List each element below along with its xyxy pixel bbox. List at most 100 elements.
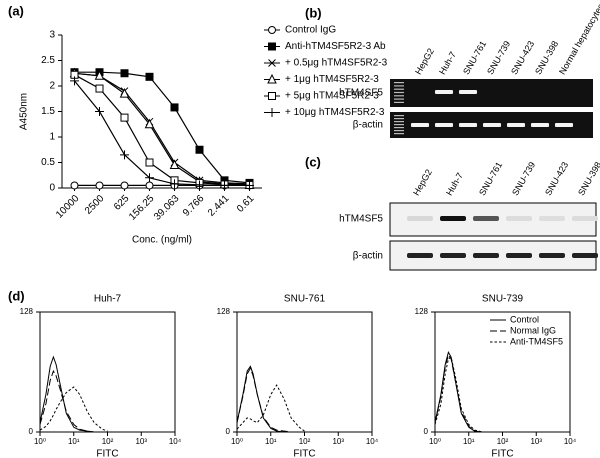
- marker: [144, 118, 155, 129]
- gel-band: [483, 123, 501, 127]
- marker: [268, 26, 276, 34]
- gel-band: [459, 123, 477, 127]
- lane-label: SNU-761: [477, 160, 504, 197]
- marker: [220, 180, 229, 190]
- y-axis-label: A450nm: [19, 93, 30, 130]
- plot-title: SNU-761: [284, 294, 326, 305]
- x-tick-label: 39.063: [152, 193, 182, 223]
- row-label: β-actin: [353, 120, 383, 131]
- blot-band: [473, 253, 499, 258]
- x-tick-label: 10⁴: [366, 437, 379, 446]
- y-tick-label: 0.5: [41, 157, 55, 168]
- legend-label: Control IgG: [285, 25, 336, 36]
- lane-label: SNU-423: [509, 39, 536, 76]
- series-line: [39, 386, 108, 432]
- series-line: [74, 71, 250, 184]
- ladder-band: [394, 88, 404, 90]
- legend-label: + 10μg hTM4SF5R2-3: [285, 107, 385, 118]
- x-tick-label: 10²: [497, 437, 509, 446]
- marker: [70, 76, 79, 86]
- series-line: [74, 74, 250, 186]
- panel-label: (d): [8, 288, 25, 303]
- x-axis-label: FITC: [96, 449, 118, 458]
- marker: [120, 181, 129, 190]
- x-tick-label: 10³: [135, 437, 147, 446]
- gel-band: [435, 90, 453, 94]
- ladder-band: [394, 124, 404, 126]
- x-tick-label: 10⁴: [564, 437, 577, 446]
- series-line: [434, 353, 503, 433]
- lane-label: SNU-423: [543, 160, 570, 197]
- gel-band: [555, 123, 573, 127]
- lane-label: SNU-398: [576, 160, 600, 197]
- x-tick-label: 10⁰: [231, 437, 243, 446]
- x-tick-label: 10³: [332, 437, 344, 446]
- x-axis-label: FITC: [293, 449, 315, 458]
- x-tick-label: 625: [112, 193, 132, 213]
- panel-label: (b): [305, 5, 322, 20]
- ladder-band: [394, 133, 404, 135]
- ladder-band: [394, 85, 404, 87]
- gel-image: [390, 79, 593, 107]
- marker: [267, 73, 277, 84]
- blot-band: [440, 253, 466, 258]
- ladder-band: [394, 101, 404, 103]
- ladder-band: [394, 121, 404, 123]
- lane-label: SNU-761: [461, 39, 488, 76]
- y-tick-label: 0: [49, 183, 55, 194]
- marker: [268, 59, 276, 67]
- marker: [70, 181, 79, 190]
- x-tick-label: 9.766: [181, 193, 207, 219]
- ladder-band: [394, 91, 404, 94]
- lane-label: SNU-398: [533, 39, 560, 76]
- x-tick-label: 10¹: [463, 437, 475, 446]
- marker: [145, 181, 154, 190]
- y-tick-label: 128: [217, 307, 231, 316]
- y-tick-label: 3: [49, 30, 55, 41]
- x-tick-label: 10⁴: [169, 437, 182, 446]
- plot-frame: [39, 311, 176, 433]
- x-tick-label: 0.61: [235, 193, 257, 215]
- marker: [170, 179, 179, 189]
- legend-label: + 1μg hTM4SF5R2-3: [285, 74, 379, 85]
- marker: [95, 84, 104, 93]
- lane-label: SNU-739: [485, 39, 512, 76]
- marker: [119, 88, 130, 98]
- x-tick-label: 10¹: [68, 437, 80, 446]
- y-tick-label: 0: [424, 427, 429, 436]
- marker: [95, 181, 104, 190]
- row-label: β-actin: [353, 251, 383, 262]
- marker: [120, 113, 129, 122]
- blot-band: [539, 253, 565, 258]
- marker: [95, 107, 104, 116]
- y-tick-label: 2: [49, 81, 55, 92]
- ladder-band: [394, 98, 404, 100]
- marker: [245, 180, 254, 190]
- y-tick-label: 1.5: [41, 106, 55, 117]
- panel-label: (a): [8, 3, 24, 18]
- legend-label: + 0.5μg hTM4SF5R2-3: [285, 58, 388, 69]
- ladder-band: [394, 82, 404, 84]
- blot-band: [407, 216, 433, 221]
- marker: [195, 145, 204, 154]
- lane-label: HepG2: [411, 167, 434, 197]
- lane-label: Normal hepatocytes: [557, 1, 600, 76]
- x-tick-label: 10¹: [265, 437, 277, 446]
- marker: [120, 69, 129, 78]
- blot-band: [407, 253, 433, 258]
- legend-label: Control: [510, 314, 539, 324]
- gel-band: [411, 123, 429, 127]
- marker: [145, 173, 154, 183]
- blot-band: [539, 216, 565, 221]
- x-tick-label: 2.441: [206, 193, 232, 219]
- x-tick-label: 10⁰: [34, 437, 46, 446]
- x-tick-label: 10⁰: [429, 437, 441, 446]
- lane-label: Huh-7: [444, 171, 465, 197]
- x-axis-label: FITC: [491, 449, 513, 458]
- series-line: [434, 350, 503, 433]
- y-tick-label: 128: [415, 307, 429, 316]
- legend-label: Anti-hTM4SF5R2-3 Ab: [285, 41, 386, 52]
- ladder-band: [394, 118, 404, 120]
- marker: [195, 180, 204, 190]
